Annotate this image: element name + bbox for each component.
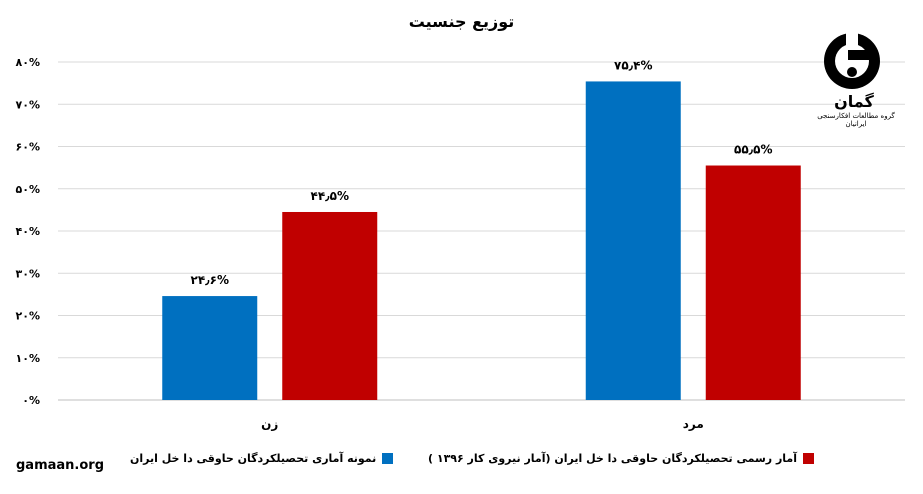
- y-tick-label: ۵۰%: [16, 183, 40, 196]
- legend-swatch: [803, 453, 814, 464]
- y-tick-label: ۳۰%: [16, 267, 40, 280]
- x-tick-label: مرد: [683, 417, 704, 431]
- watermark: gamaan.org: [16, 458, 105, 473]
- logo-name: گمان: [834, 92, 874, 111]
- legend-label: آمار رسمی تحصیلکردگان حاوقی دا خل ایران …: [428, 452, 797, 465]
- y-tick-label: ۱۰%: [16, 352, 40, 365]
- y-tick-label: ۴۰%: [16, 225, 40, 238]
- bar: [282, 211, 378, 400]
- bar: [585, 81, 681, 400]
- logo-subtitle: گروه مطالعات افکارسنجی ایرانیان: [817, 112, 895, 128]
- data-label: ۵۵٫۵%: [734, 143, 773, 157]
- y-tick-label: ۸۰%: [16, 56, 40, 69]
- legend-item-sample: نمونه آماری تحصیلکردگان حاوقی دا خل ایرا…: [130, 452, 394, 465]
- y-tick-label: ۲۰%: [16, 310, 40, 323]
- logo-mark-icon: [824, 32, 880, 89]
- x-tick-label: زن: [261, 417, 278, 431]
- legend-swatch: [382, 453, 394, 464]
- legend-item-official: آمار رسمی تحصیلکردگان حاوقی دا خل ایران …: [428, 452, 814, 465]
- y-tick-label: ۶۰%: [16, 141, 40, 154]
- y-tick-label: ۰%: [22, 394, 40, 407]
- data-label: ۷۵٫۴%: [614, 58, 653, 72]
- data-label: ۴۴٫۵%: [311, 189, 350, 203]
- chart-title: توزیع جنسیت: [408, 12, 515, 31]
- y-tick-label: ۷۰%: [16, 98, 40, 111]
- data-label: ۲۴٫۶%: [191, 273, 230, 287]
- legend-label: نمونه آماری تحصیلکردگان حاوقی دا خل ایرا…: [130, 452, 377, 465]
- bar: [705, 165, 801, 400]
- bar: [162, 296, 258, 400]
- gamaan-logo: گمان گروه مطالعات افکارسنجی ایرانیان: [806, 30, 916, 130]
